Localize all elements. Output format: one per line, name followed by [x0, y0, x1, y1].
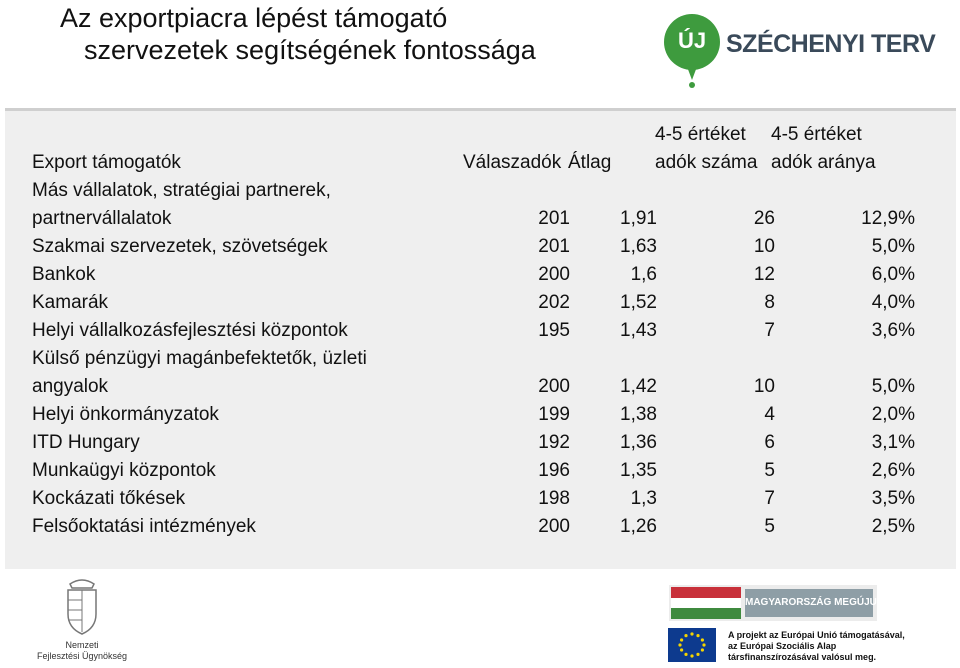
- row-average: 1,52: [620, 292, 657, 313]
- row-count: 7: [764, 320, 775, 341]
- row-label: Munkaügyi központok: [32, 460, 216, 481]
- row-ratio: 2,5%: [871, 516, 915, 537]
- eu-line-3: társfinanszírozásával valósul meg.: [728, 652, 877, 662]
- row-average: 1,38: [620, 404, 657, 425]
- row-ratio: 5,0%: [871, 376, 915, 397]
- header-average: Átlag: [568, 152, 612, 173]
- coat-of-arms-icon: [67, 579, 97, 635]
- row-count: 4: [764, 404, 775, 425]
- title-line-1: Az exportpiacra lépést támogató: [60, 3, 448, 33]
- header-count-line2: adók száma: [655, 152, 758, 173]
- row-average: 1,26: [620, 516, 657, 537]
- header-respondents: Válaszadók: [463, 152, 562, 173]
- row-ratio: 3,6%: [871, 320, 915, 341]
- eu-line-1: A projekt az Európai Unió támogatásával,: [728, 630, 905, 640]
- row-ratio: 3,1%: [871, 432, 915, 453]
- row-label-line1: Más vállalatok, stratégiai partnerek,: [32, 180, 331, 201]
- row-label: Kockázati tőkések: [32, 488, 186, 509]
- row-label: Felsőoktatási intézmények: [32, 516, 256, 537]
- row-ratio: 4,0%: [871, 292, 915, 313]
- row-ratio: 3,5%: [871, 488, 915, 509]
- row-average: 1,35: [620, 460, 657, 481]
- hungarian-flag-icon: [671, 587, 741, 619]
- header-ratio-line2: adók aránya: [771, 152, 876, 173]
- row-ratio: 2,6%: [871, 460, 915, 481]
- row-ratio: 12,9%: [861, 208, 915, 229]
- row-respondents: 202: [538, 292, 570, 313]
- header-count-line1: 4-5 értéket: [655, 124, 746, 145]
- row-respondents: 198: [538, 488, 570, 509]
- logo-pin-icon: [686, 64, 698, 88]
- ndu-logo: Nemzeti Fejlesztési Ügynökség: [36, 576, 128, 668]
- row-respondents: 200: [538, 516, 570, 537]
- row-respondents: 200: [538, 264, 570, 285]
- row-count: 10: [753, 376, 775, 397]
- row-label-line1: Külső pénzügyi magánbefektetők, üzleti: [32, 348, 367, 369]
- row-respondents: 192: [538, 432, 570, 453]
- eu-flag-icon: [668, 628, 716, 662]
- row-average: 1,43: [620, 320, 657, 341]
- row-count: 5: [764, 460, 775, 481]
- row-label: partnervállalatok: [32, 208, 172, 229]
- row-ratio: 5,0%: [871, 236, 915, 257]
- row-count: 10: [753, 236, 775, 257]
- row-count: 7: [764, 488, 775, 509]
- row-respondents: 196: [538, 460, 570, 481]
- row-label: Bankok: [32, 264, 96, 285]
- logo-badge-text: ÚJ: [677, 28, 707, 53]
- row-respondents: 201: [538, 208, 570, 229]
- row-respondents: 200: [538, 376, 570, 397]
- row-average: 1,63: [620, 236, 657, 257]
- row-respondents: 199: [538, 404, 570, 425]
- ndu-line-2: Fejlesztési Ügynökség: [36, 651, 128, 661]
- header-ratio-line1: 4-5 értéket: [771, 124, 862, 145]
- header-label: Export támogatók: [32, 152, 181, 173]
- page-title: Az exportpiacra lépést támogató szerveze…: [60, 2, 536, 66]
- row-count: 26: [753, 208, 775, 229]
- row-label: Kamarák: [32, 292, 109, 313]
- row-ratio: 2,0%: [871, 404, 915, 425]
- eu-line-2: az Európai Szociális Alap: [728, 641, 837, 651]
- row-count: 12: [753, 264, 775, 285]
- row-label: Szakmai szervezetek, szövetségek: [32, 236, 328, 257]
- logo-badge-icon: [664, 14, 720, 70]
- row-label: ITD Hungary: [32, 432, 140, 453]
- magyarorszag-megujul-banner: MAGYARORSZÁG MEGÚJUL: [669, 585, 883, 621]
- row-count: 8: [764, 292, 775, 313]
- row-respondents: 201: [538, 236, 570, 257]
- row-count: 5: [764, 516, 775, 537]
- row-count: 6: [764, 432, 775, 453]
- row-average: 1,42: [620, 376, 657, 397]
- eu-funding-text: A projekt az Európai Unió támogatásával,…: [728, 630, 905, 663]
- row-respondents: 195: [538, 320, 570, 341]
- szechenyi-terv-logo: ÚJ SZÉCHENYI TERV: [664, 14, 936, 90]
- table-panel: Export támogatók Válaszadók Átlag 4-5 ér…: [5, 108, 956, 569]
- row-label: Helyi önkormányzatok: [32, 404, 219, 425]
- row-label: angyalok: [32, 376, 109, 397]
- ndu-line-1: Nemzeti: [65, 640, 99, 650]
- row-ratio: 6,0%: [871, 264, 915, 285]
- row-average: 1,6: [630, 264, 657, 285]
- row-label: Helyi vállalkozásfejlesztési központok: [32, 320, 348, 341]
- logo-name: SZÉCHENYI TERV: [726, 30, 936, 58]
- row-average: 1,91: [620, 208, 657, 229]
- title-line-2: szervezetek segítségének fontossága: [84, 35, 536, 65]
- banner-text: MAGYARORSZÁG MEGÚJUL: [745, 589, 883, 617]
- row-average: 1,36: [620, 432, 657, 453]
- row-average: 1,3: [630, 488, 657, 509]
